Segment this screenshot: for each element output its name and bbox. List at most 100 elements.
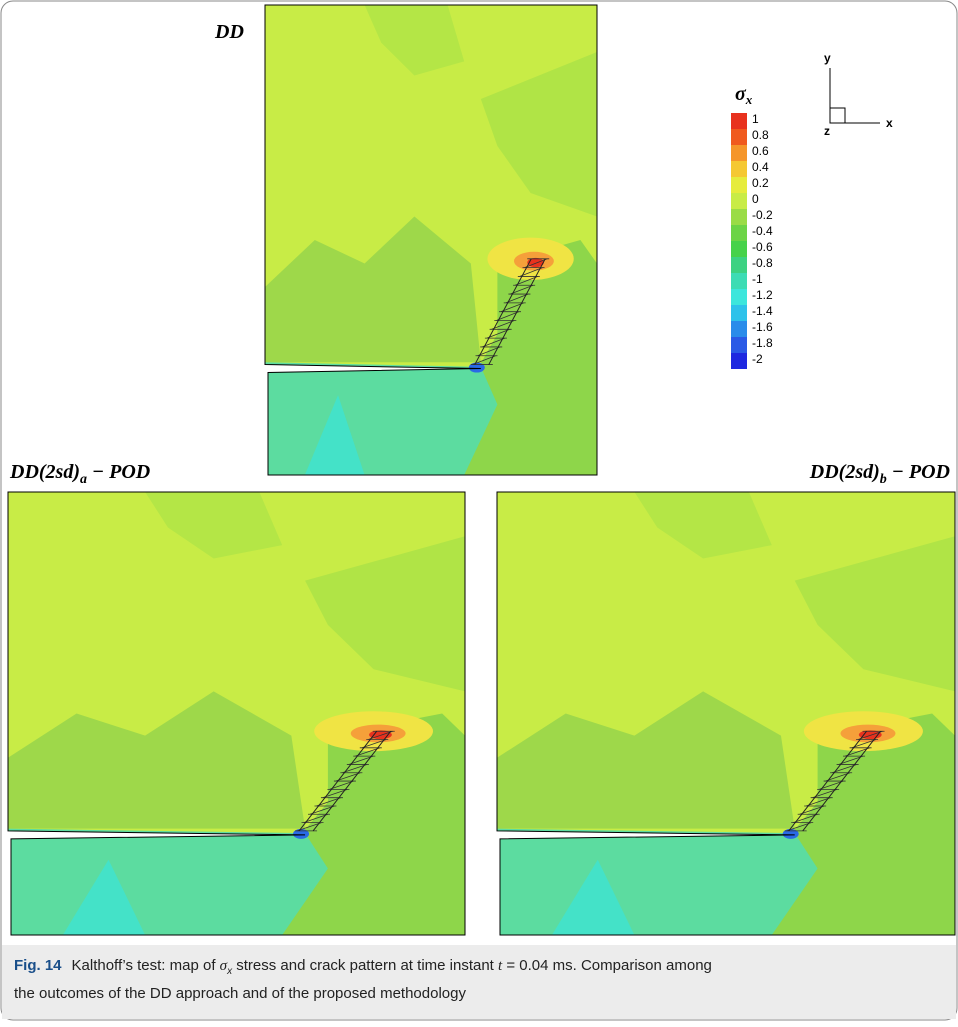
caption-box — [2, 945, 956, 1019]
mesh-line — [819, 780, 844, 790]
crack — [488, 258, 546, 365]
mesh-line — [844, 747, 870, 757]
region — [8, 828, 328, 935]
mesh-line — [342, 764, 367, 774]
swatch — [731, 353, 747, 369]
mesh-line — [472, 355, 496, 365]
caption-line: Fig. 14 Kalthoff’s test: map of σx stress… — [14, 957, 712, 977]
corner — [829, 107, 846, 124]
mesh-line — [477, 346, 501, 357]
crack — [312, 730, 392, 832]
region — [771, 713, 955, 935]
outline — [7, 491, 466, 936]
contour-panel — [7, 491, 466, 936]
mesh-line — [505, 293, 529, 304]
mesh-line — [316, 797, 342, 807]
contour-panel — [264, 4, 598, 476]
cold-zone — [782, 828, 799, 839]
tick-label: 1 — [752, 112, 759, 126]
sub: a — [80, 472, 87, 487]
region — [265, 362, 498, 475]
swatch — [731, 209, 747, 225]
outline — [264, 4, 598, 476]
swatch — [731, 273, 747, 289]
outline — [496, 491, 956, 936]
text: = 0.04 ms. Comparison among — [502, 957, 712, 974]
tick-label: -0.4 — [752, 224, 773, 238]
mesh-line — [838, 755, 864, 765]
tick-label: -2 — [752, 352, 763, 366]
region — [304, 395, 365, 475]
mesh-line — [510, 284, 534, 295]
cold-zone — [468, 362, 485, 373]
field — [8, 492, 465, 935]
symbol: σ — [220, 958, 228, 974]
mesh-line — [524, 258, 548, 268]
swatch — [731, 129, 747, 145]
crack — [802, 730, 881, 832]
region — [634, 492, 772, 559]
region — [794, 536, 955, 692]
swatch — [731, 225, 747, 241]
mesh-line — [812, 788, 838, 799]
swatch — [731, 145, 747, 161]
swatch — [731, 257, 747, 273]
cold-zone — [293, 828, 310, 839]
swatch — [731, 337, 747, 353]
swatch — [731, 161, 747, 177]
tick-label: 0.8 — [752, 128, 769, 142]
axis-y: y — [824, 51, 831, 65]
field — [497, 492, 955, 935]
crack — [474, 258, 532, 365]
label: DD(2sd) — [9, 461, 80, 483]
mesh-line — [296, 822, 322, 832]
colorbar-title: σx — [735, 83, 753, 107]
region — [305, 536, 465, 692]
mesh-line — [857, 730, 883, 740]
panels — [7, 4, 956, 936]
text: Kalthoff’s test: map of — [72, 957, 220, 974]
mesh-line — [348, 755, 374, 765]
tick-label: -0.8 — [752, 256, 773, 270]
axis-z: z — [824, 124, 830, 138]
suffix: − POD — [887, 461, 950, 483]
colorbar: 1 0.8 0.6 0.4 0.2 0 -0.2 -0.4 -0.6 -0.8 -1 -1.2 -1.4… — [731, 112, 773, 369]
region — [480, 52, 597, 217]
swatch — [731, 305, 747, 321]
caption-line: the outcomes of the DD approach and of t… — [14, 985, 466, 1002]
region — [551, 859, 635, 935]
tick-label: -1.8 — [752, 336, 773, 350]
tick-label: -1 — [752, 272, 763, 286]
triad — [829, 68, 880, 124]
swatch — [731, 193, 747, 209]
axis-x: x — [886, 116, 893, 130]
symbol: t — [498, 958, 503, 974]
mesh-line — [482, 337, 506, 348]
swatch — [731, 113, 747, 129]
tick-label: -0.6 — [752, 240, 773, 254]
mesh-line — [500, 302, 524, 313]
region — [8, 691, 306, 829]
region — [265, 216, 481, 363]
symbol: σ — [735, 83, 747, 105]
mesh-line — [335, 772, 361, 782]
mesh-line — [355, 747, 380, 757]
panel-label: DD(2sd)a − POD — [9, 461, 150, 487]
region — [145, 492, 283, 559]
sub: x — [745, 92, 753, 107]
tick-label: -1.2 — [752, 288, 773, 302]
mesh-line — [368, 730, 393, 740]
mesh-line — [322, 788, 348, 799]
tick-label: 0.4 — [752, 160, 769, 174]
mesh-line — [851, 739, 877, 749]
mesh-line — [786, 822, 812, 832]
mesh-line — [361, 739, 387, 749]
panel-label: DD(2sd)b − POD — [809, 461, 950, 487]
region — [497, 691, 795, 829]
field — [265, 5, 597, 475]
region — [62, 859, 146, 935]
suffix: − POD — [87, 461, 150, 483]
mesh-line — [491, 320, 515, 330]
crack — [298, 730, 378, 832]
